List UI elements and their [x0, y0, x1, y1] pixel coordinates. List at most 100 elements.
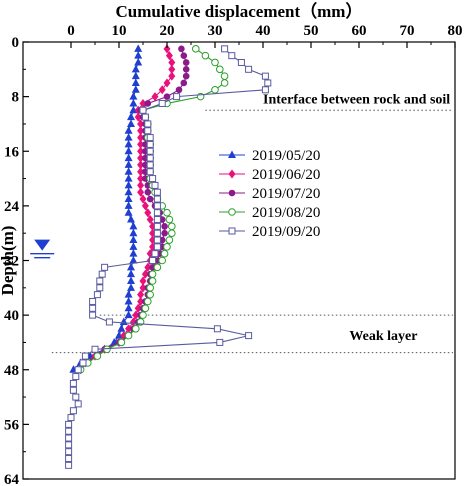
data-point: [163, 243, 171, 251]
data-point: [79, 359, 87, 367]
y-axis-title: Depth(m): [0, 226, 17, 296]
data-point: [148, 270, 157, 278]
data-point: [74, 366, 82, 374]
legend-label: 2019/06/20: [252, 167, 320, 183]
data-point: [124, 194, 133, 203]
data-point: [182, 72, 190, 80]
data-point: [74, 400, 82, 408]
data-point: [127, 215, 135, 223]
data-point: [153, 202, 161, 210]
data-point: [201, 51, 210, 60]
data-point: [245, 65, 253, 73]
data-point: [134, 303, 142, 313]
data-point: [245, 332, 253, 340]
legend-label: 2019/08/20: [252, 205, 320, 221]
data-point: [141, 201, 149, 211]
data-point: [131, 64, 140, 73]
data-point: [153, 188, 161, 196]
data-point: [129, 242, 138, 250]
series-2019-09-20: [65, 45, 272, 469]
data-point: [153, 229, 161, 237]
y-tick-label: 8: [12, 90, 20, 106]
data-point: [165, 215, 174, 224]
data-point: [134, 112, 142, 122]
y-tick-label: 48: [4, 363, 19, 379]
y-tick-label: 0: [12, 35, 20, 51]
data-point: [168, 57, 176, 67]
data-point: [129, 221, 138, 230]
data-point: [161, 223, 168, 230]
data-point: [127, 283, 135, 291]
data-point: [163, 93, 171, 100]
data-point: [146, 290, 154, 299]
data-point: [124, 146, 133, 155]
data-point: [131, 85, 140, 93]
data-point: [69, 407, 77, 415]
data-point: [220, 72, 229, 80]
data-point: [124, 208, 133, 216]
data-point: [153, 243, 161, 251]
legend-item: 2019/07/20: [219, 186, 320, 202]
data-point: [165, 236, 174, 244]
data-point: [151, 92, 159, 102]
data-point: [216, 65, 224, 74]
water-table-icon: [34, 239, 51, 251]
data-point: [124, 296, 133, 305]
data-point: [69, 386, 77, 394]
x-tick-label: 60: [352, 23, 367, 39]
y-tick-label: 16: [4, 144, 20, 160]
data-point: [124, 331, 133, 340]
x-tick-label: 70: [400, 23, 415, 39]
legend-label: 2019/05/20: [252, 148, 320, 164]
legend-marker: [228, 169, 236, 179]
data-point: [146, 154, 154, 162]
reference-lines: [51, 109, 453, 354]
data-point: [137, 180, 145, 190]
data-point: [132, 324, 140, 333]
data-point: [137, 174, 145, 184]
data-point: [117, 324, 126, 332]
data-point: [211, 85, 219, 94]
data-point: [153, 222, 161, 230]
data-point: [137, 133, 145, 143]
data-point: [165, 51, 173, 61]
data-point: [163, 44, 171, 54]
data-point: [168, 222, 176, 231]
data-point: [228, 52, 236, 60]
data-point: [158, 256, 166, 265]
data-point: [216, 338, 224, 346]
data-point: [149, 175, 157, 183]
data-point: [65, 420, 73, 428]
data-point: [178, 45, 185, 53]
data-point: [65, 461, 73, 469]
data-point: [153, 236, 161, 244]
data-point: [137, 167, 145, 177]
data-point: [65, 427, 73, 435]
data-point: [124, 310, 133, 319]
data-point: [115, 331, 123, 339]
data-point: [93, 291, 101, 299]
plot-frame: [22, 41, 456, 480]
data-point: [127, 119, 135, 127]
data-point: [182, 66, 190, 73]
data-point: [129, 256, 138, 264]
data-point: [175, 86, 183, 94]
data-point: [163, 78, 171, 88]
data-point: [65, 455, 73, 463]
data-point: [146, 195, 154, 203]
x-axis-title: Cumulative displacement（mm）: [116, 1, 363, 21]
data-point: [69, 379, 77, 387]
y-tick-label: 32: [4, 254, 19, 270]
data-point: [173, 93, 181, 101]
data-point: [124, 133, 133, 141]
data-point: [65, 434, 73, 442]
legend-marker: [228, 227, 236, 235]
legend-marker: [228, 150, 236, 158]
data-point: [146, 161, 154, 169]
annotation-layer: [30, 239, 55, 259]
x-tick-label: 80: [448, 23, 463, 39]
data-point: [144, 100, 152, 107]
data-point: [221, 45, 229, 53]
data-point: [129, 235, 138, 244]
